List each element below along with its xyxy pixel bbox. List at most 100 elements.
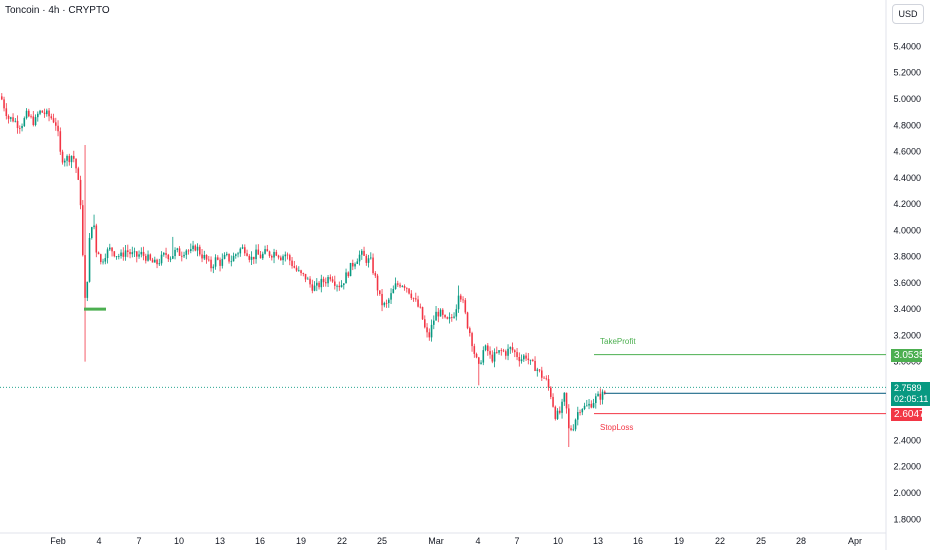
candle-body bbox=[604, 391, 606, 394]
candle-body bbox=[250, 256, 253, 260]
price-tick-label: 1.8000 bbox=[893, 514, 921, 524]
candle-body bbox=[39, 110, 41, 114]
candle-body bbox=[379, 290, 381, 294]
candle-body bbox=[140, 251, 143, 255]
candle-body bbox=[93, 225, 95, 228]
candle-body bbox=[3, 99, 5, 109]
time-tick-label: 28 bbox=[796, 536, 806, 546]
candle-body bbox=[115, 256, 118, 257]
candle-body bbox=[7, 116, 10, 119]
currency-selector-button[interactable]: USD bbox=[892, 4, 924, 24]
candle-body bbox=[226, 253, 228, 255]
time-axis[interactable]: Feb 4 7 10 13 16 19 22 25 Mar 4 7 10 13 16 19 22 25 28 Apr bbox=[50, 536, 862, 546]
candle-body bbox=[446, 317, 449, 319]
candle-body bbox=[289, 255, 291, 261]
candle-body bbox=[543, 377, 545, 379]
candle-body bbox=[82, 205, 84, 256]
candle-body bbox=[57, 125, 59, 132]
candle-body bbox=[554, 406, 557, 419]
candle-body bbox=[365, 255, 368, 263]
candle-body bbox=[147, 254, 149, 261]
candle-body bbox=[577, 412, 579, 420]
candle-body bbox=[259, 254, 262, 259]
candle-body bbox=[235, 254, 237, 256]
candle-body bbox=[529, 359, 532, 361]
time-tick-label: 22 bbox=[715, 536, 725, 546]
candle-body bbox=[419, 306, 422, 308]
candle-body bbox=[410, 293, 413, 299]
candle-body bbox=[25, 110, 28, 119]
candle-body bbox=[586, 405, 588, 407]
candle-body bbox=[439, 309, 442, 317]
candle-body bbox=[100, 254, 102, 263]
candle-body bbox=[212, 266, 215, 269]
candle-body bbox=[320, 278, 323, 288]
candle-body bbox=[178, 248, 181, 256]
candle-body bbox=[84, 255, 86, 298]
candle-body bbox=[455, 309, 458, 317]
candle-body bbox=[217, 257, 219, 260]
candle-body bbox=[118, 256, 120, 257]
candle-body bbox=[336, 285, 338, 287]
candle-body bbox=[466, 312, 469, 329]
takeprofit-label: TakeProfit bbox=[600, 336, 636, 346]
candle-body bbox=[205, 254, 208, 260]
time-tick-label: 7 bbox=[514, 536, 519, 546]
candle-body bbox=[338, 285, 341, 288]
candle-body bbox=[397, 283, 399, 285]
price-tick-label: 4.8000 bbox=[893, 120, 921, 130]
candle-body bbox=[73, 155, 75, 159]
candle-body bbox=[347, 272, 350, 277]
candle-body bbox=[565, 392, 568, 409]
candle-body bbox=[284, 254, 287, 257]
candle-body bbox=[401, 286, 404, 287]
candle-body bbox=[239, 248, 242, 254]
candle-body bbox=[435, 311, 437, 321]
candle-body bbox=[37, 113, 39, 118]
price-axis[interactable]: 5.4000 5.2000 5.0000 4.8000 4.6000 4.4000 4.20… bbox=[893, 41, 921, 524]
candles[interactable] bbox=[1, 93, 606, 448]
candle-body bbox=[424, 319, 426, 328]
price-tick-label: 4.6000 bbox=[893, 147, 921, 157]
candle-body bbox=[545, 378, 548, 380]
last-price-tag: 2.7589 02:05:11 bbox=[891, 382, 930, 407]
candle-body bbox=[12, 117, 14, 122]
candle-body bbox=[241, 247, 244, 249]
candle-body bbox=[496, 352, 498, 353]
candle-body bbox=[304, 273, 307, 280]
candle-body bbox=[399, 284, 401, 287]
candle-body bbox=[266, 249, 269, 252]
symbol-title[interactable]: Toncoin · 4h · CRYPTO bbox=[5, 5, 110, 16]
candle-body bbox=[568, 408, 570, 429]
candle-body bbox=[583, 405, 586, 410]
candle-body bbox=[392, 289, 395, 294]
price-tick-label: 2.2000 bbox=[893, 462, 921, 472]
candle-body bbox=[469, 328, 471, 334]
stoploss-price-tag: 2.6047 bbox=[891, 407, 925, 421]
candle-body bbox=[253, 256, 255, 260]
candle-body bbox=[464, 300, 467, 313]
candle-body bbox=[248, 255, 251, 260]
candle-body bbox=[487, 345, 489, 352]
candle-body bbox=[356, 261, 359, 264]
time-tick-label: 4 bbox=[96, 536, 101, 546]
candle-body bbox=[525, 355, 527, 359]
price-tick-label: 4.4000 bbox=[893, 173, 921, 183]
candle-body bbox=[361, 250, 363, 255]
candle-body bbox=[437, 311, 440, 317]
candle-body bbox=[300, 270, 302, 274]
candle-body bbox=[318, 282, 320, 288]
candle-body bbox=[163, 253, 165, 255]
time-tick-label: 19 bbox=[674, 536, 684, 546]
candle-body bbox=[595, 396, 597, 404]
price-tick-label: 4.0000 bbox=[893, 225, 921, 235]
stoploss-label: StopLoss bbox=[600, 422, 634, 432]
time-tick-label: 10 bbox=[553, 536, 563, 546]
candle-body bbox=[273, 251, 275, 258]
candle-body bbox=[433, 320, 435, 325]
candle-body bbox=[275, 251, 278, 256]
price-tick-label: 5.0000 bbox=[893, 94, 921, 104]
candle-body bbox=[329, 277, 332, 280]
candle-body bbox=[451, 317, 453, 318]
